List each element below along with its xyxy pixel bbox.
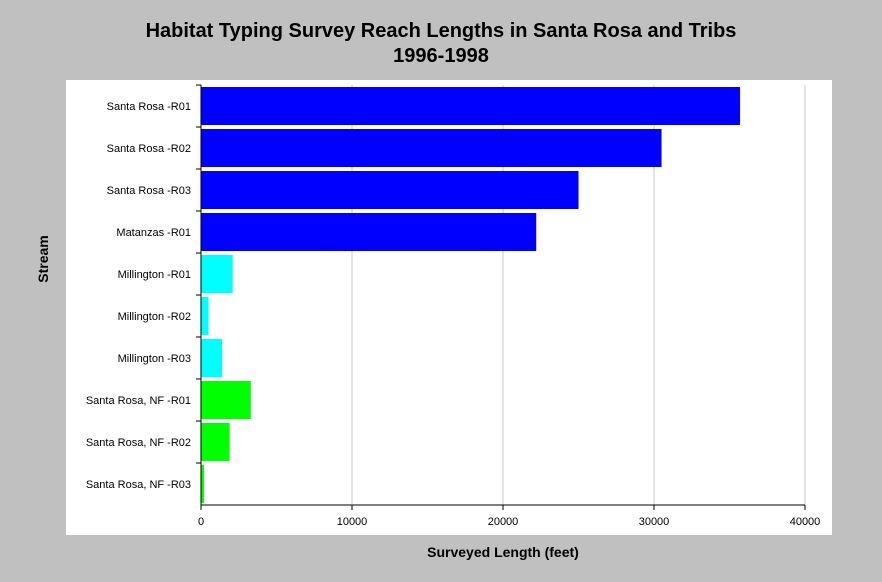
bar	[201, 87, 741, 125]
y-tick-label: Matanzas -R01	[116, 227, 191, 239]
bar	[201, 339, 223, 377]
y-tick-label: Santa Rosa, NF -R03	[86, 479, 191, 491]
y-tick-label: Santa Rosa -R03	[107, 185, 191, 197]
x-tick-label: 40000	[790, 516, 821, 528]
y-tick-label: Santa Rosa, NF -R01	[86, 395, 191, 407]
chart-subtitle: 1996-1998	[393, 45, 489, 67]
bar	[201, 465, 205, 503]
chart-title: Habitat Typing Survey Reach Lengths in S…	[145, 20, 737, 42]
bar	[201, 129, 662, 167]
x-tick-label: 20000	[488, 516, 519, 528]
y-tick-label: Santa Rosa -R01	[107, 101, 191, 113]
bar	[201, 297, 209, 335]
y-tick-label: Millington -R02	[118, 311, 191, 323]
bar	[201, 423, 230, 461]
bar	[201, 213, 537, 251]
x-tick-label: 30000	[639, 516, 670, 528]
bar	[201, 381, 251, 419]
y-tick-label: Millington -R01	[118, 269, 191, 281]
y-tick-label: Santa Rosa -R02	[107, 143, 191, 155]
x-axis-label: Surveyed Length (feet)	[427, 544, 579, 560]
x-tick-label: 0	[198, 516, 204, 528]
y-tick-label: Santa Rosa, NF -R02	[86, 437, 191, 449]
bar	[201, 171, 579, 209]
x-tick-label: 10000	[337, 516, 368, 528]
y-tick-label: Millington -R03	[118, 353, 191, 365]
bar	[201, 255, 233, 293]
